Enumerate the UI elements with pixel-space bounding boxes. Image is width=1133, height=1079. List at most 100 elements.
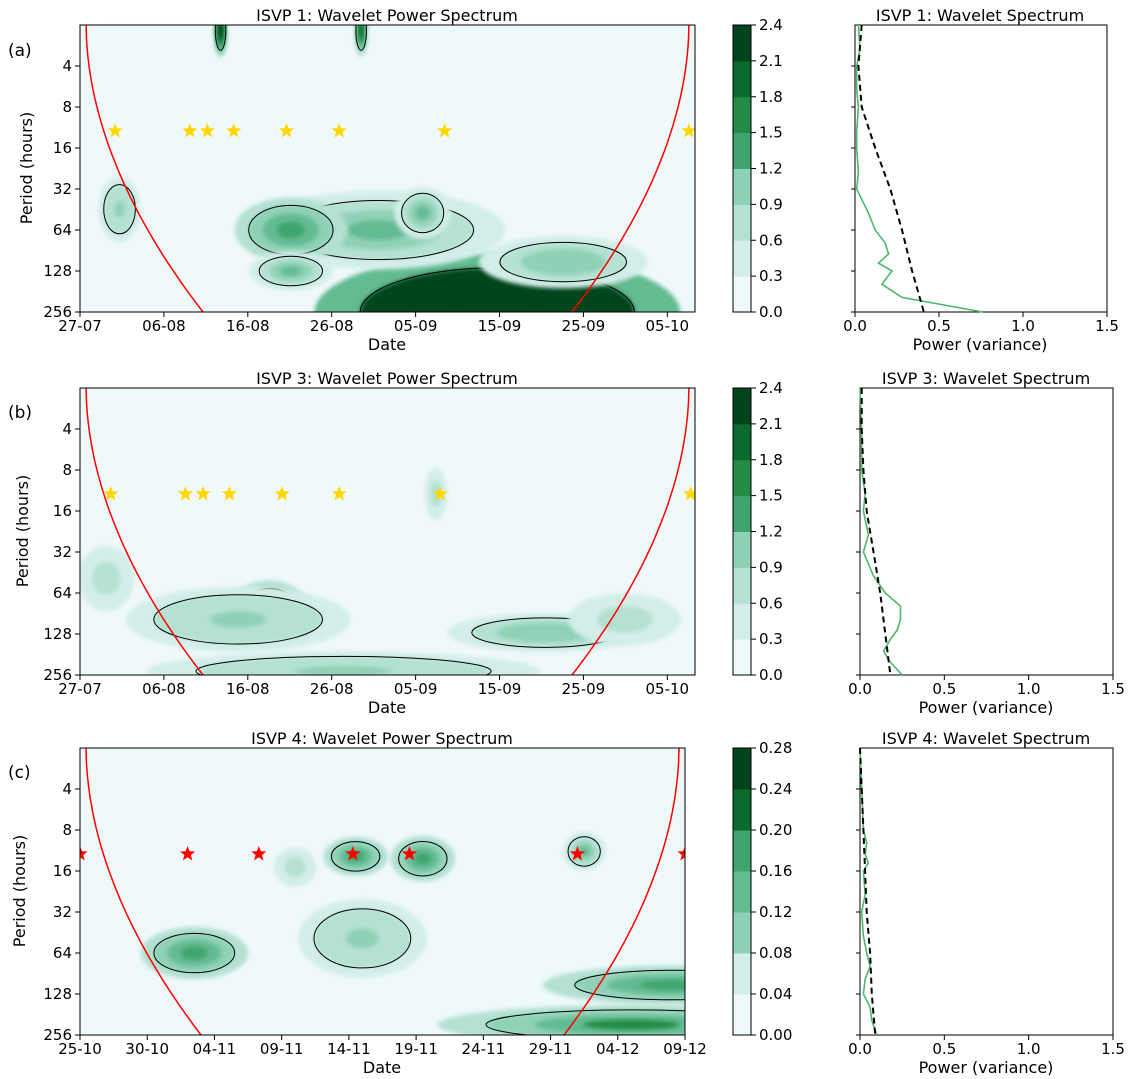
x-axis-label-c: Date: [363, 1058, 401, 1077]
spectrum-frame-b: [859, 387, 1114, 676]
colorbar-tick-label: 1.5: [759, 487, 783, 505]
y-tick-label: 64: [53, 221, 72, 239]
power-blob: [289, 862, 301, 873]
y-tick-label: 128: [43, 625, 72, 643]
event-star: [221, 486, 237, 501]
power-blob: [218, 25, 223, 38]
spectrum-x-tick-label: 0.5: [932, 680, 956, 698]
power-blob: [359, 25, 364, 38]
spectrum-title-a: ISVP 1: Wavelet Spectrum: [876, 6, 1084, 25]
event-star: [345, 846, 361, 861]
event-star: [677, 846, 685, 861]
colorbar-tick-label: 0.9: [759, 195, 783, 213]
cone-of-influence-left: [85, 25, 204, 312]
x-tick-label: 05-10: [646, 317, 690, 335]
y-axis-label-a: Period (hours): [17, 112, 36, 224]
spectrum-x-tick-label: 1.5: [1101, 680, 1125, 698]
colorbar-band: [733, 531, 751, 568]
cone-of-influence-right: [563, 748, 680, 1035]
colorbar-tick-label: 1.2: [759, 160, 783, 178]
colorbar-band: [733, 953, 751, 995]
x-tick-label: 27-07: [58, 680, 102, 698]
y-tick-label: 16: [53, 502, 72, 520]
spectrum-x-tick-label: 0.0: [843, 317, 867, 335]
colorbar-band: [733, 96, 751, 134]
cone-of-influence-left: [85, 748, 202, 1035]
x-tick-label: 24-11: [462, 1040, 506, 1058]
heatmap-frame-b: [79, 387, 696, 676]
spectrum-x-tick-label: 0.0: [848, 680, 872, 698]
event-star: [437, 123, 453, 138]
significance-contour: [153, 932, 236, 974]
x-tick-label: 05-10: [646, 680, 690, 698]
y-tick-label: 8: [62, 461, 72, 479]
spectrum-frame-c: [859, 747, 1114, 1036]
colorbar-tick-label: 0.6: [759, 231, 783, 249]
y-tick-label: 4: [62, 420, 72, 438]
x-tick-label: 26-08: [310, 317, 354, 335]
spectrum-x-tick-label: 1.5: [1095, 317, 1119, 335]
event-star: [331, 123, 347, 138]
x-tick-label: 16-08: [226, 680, 270, 698]
significance-contour: [574, 969, 685, 1001]
heatmap-area-c: [80, 748, 685, 1035]
colorbar-band: [733, 639, 751, 676]
spectrum-x-label-a: Power (variance): [913, 335, 1048, 354]
global-power-line: [859, 747, 878, 1036]
colorbar-frame: [732, 747, 752, 1036]
colorbar-band: [733, 603, 751, 640]
panel-label-b: (b): [8, 403, 32, 423]
event-star: [569, 846, 586, 861]
y-tick-label: 256: [43, 1026, 72, 1044]
significance-contour: [398, 840, 448, 877]
power-blob: [451, 297, 543, 312]
x-tick-label: 25-09: [562, 680, 606, 698]
colorbar-tick-label: 0.0: [759, 666, 783, 684]
event-star: [432, 486, 448, 501]
colorbar-tick-label: 0.20: [759, 821, 792, 839]
colorbar-tick-label: 2.4: [759, 16, 783, 34]
event-star: [251, 846, 267, 861]
colorbar-b: 0.0 0.3 0.6 0.9 1.2 1.5 1.8 2.1 2.4: [732, 379, 783, 684]
power-blob: [521, 627, 571, 638]
y-tick-label: 8: [62, 98, 72, 116]
y-tick-label: 64: [53, 944, 72, 962]
spectrum-plot-a: 0.0 0.5 1.0 1.5: [843, 24, 1119, 335]
x-tick-label: 16-08: [226, 317, 270, 335]
colorbar-tick-label: 0.12: [759, 903, 792, 921]
x-tick-label: 14-11: [327, 1040, 371, 1058]
event-star: [274, 486, 290, 501]
spectrum-x-tick-label: 0.5: [927, 317, 951, 335]
y-tick-label: 128: [43, 262, 72, 280]
spectrum-frame-a: [854, 24, 1108, 313]
power-blob: [276, 221, 305, 239]
x-ticks-c: 25-10 30-10 04-11 09-11 14-11 19-11 24-11 29-11…: [58, 1035, 707, 1058]
colorbar-band: [733, 495, 751, 532]
x-ticks-b: 27-07 06-08 16-08 26-08 05-09 15-09 25-09 05-10: [58, 675, 689, 698]
panel-label-a: (a): [8, 41, 32, 61]
x-tick-label: 15-09: [478, 317, 522, 335]
colorbar-tick-label: 0.04: [759, 985, 792, 1003]
event-star: [177, 486, 193, 501]
x-tick-label: 04-12: [596, 1040, 640, 1058]
event-star: [199, 123, 215, 138]
y-ticks-a: 4 8 16 32 64 128 256: [43, 57, 80, 321]
colorbar-band: [733, 423, 751, 461]
x-tick-label: 30-10: [125, 1040, 169, 1058]
colorbar-band: [733, 871, 751, 913]
power-blob: [542, 255, 585, 269]
significance-contour: [195, 655, 492, 675]
x-tick-label: 05-09: [394, 680, 438, 698]
y-tick-label: 32: [53, 903, 72, 921]
colorbar-band: [733, 240, 751, 277]
heatmap-title-a: ISVP 1: Wavelet Power Spectrum: [256, 6, 518, 25]
panel-a: (a) ISVP 1: Wavelet Power Spectrum Date …: [8, 6, 1119, 354]
power-blob: [114, 200, 125, 218]
cone-of-influence-right: [571, 25, 690, 312]
event-star: [80, 846, 88, 861]
significance-contour: [499, 241, 627, 283]
spectrum-x-tick-label: 1.5: [1101, 1040, 1125, 1058]
x-tick-label: 06-08: [142, 317, 186, 335]
y-tick-label: 128: [43, 985, 72, 1003]
